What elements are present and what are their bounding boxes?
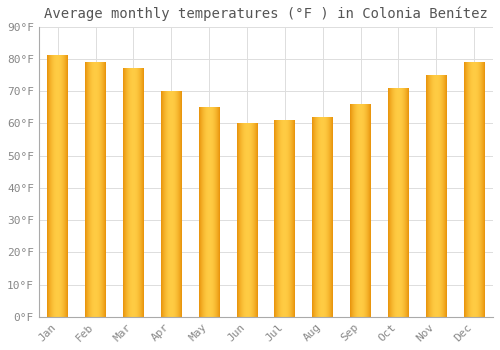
Title: Average monthly temperatures (°F ) in Colonia Benítez: Average monthly temperatures (°F ) in Co… (44, 7, 488, 21)
